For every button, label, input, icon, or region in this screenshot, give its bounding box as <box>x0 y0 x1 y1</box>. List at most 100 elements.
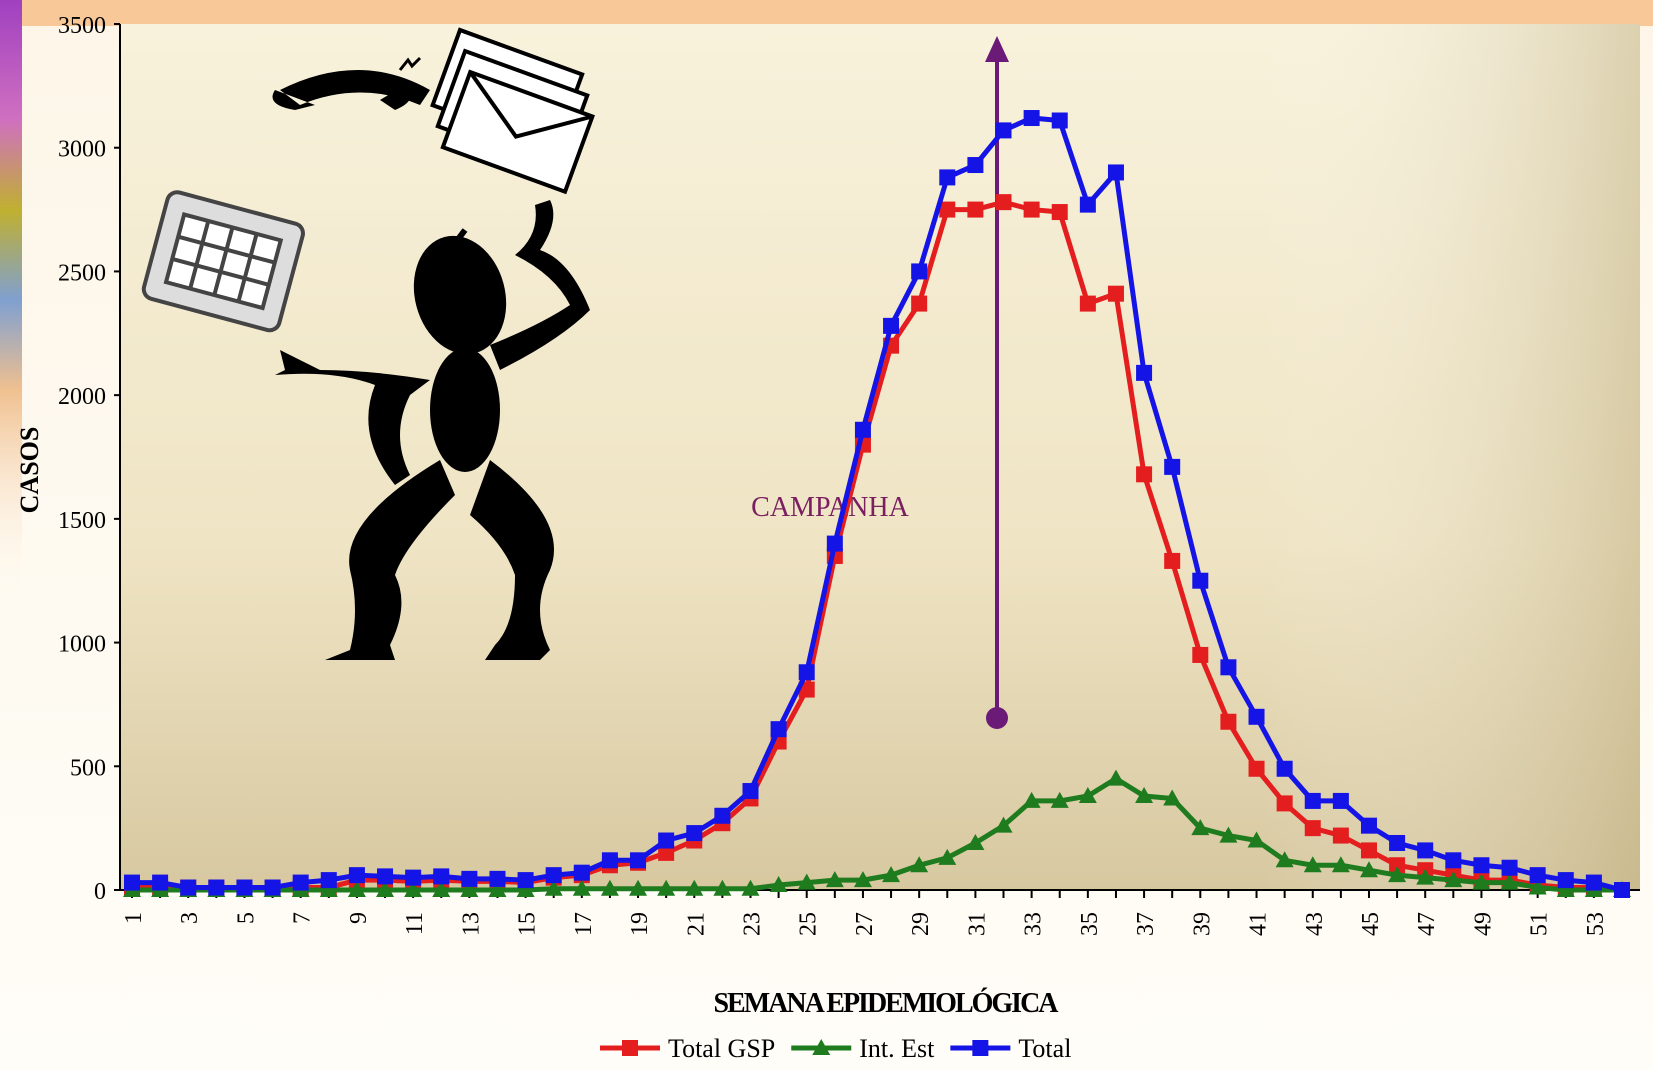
marker <box>1614 882 1630 898</box>
marker <box>1530 867 1546 883</box>
x-tick-label: 1 <box>121 912 147 924</box>
y-tick-label: 3500 <box>58 13 106 39</box>
marker <box>911 263 927 279</box>
marker <box>1586 875 1602 891</box>
legend-label: Int. Est <box>859 1034 935 1063</box>
marker <box>1164 459 1180 475</box>
marker <box>939 169 955 185</box>
marker <box>1136 466 1152 482</box>
marker <box>686 825 702 841</box>
marker <box>630 852 646 868</box>
y-tick-label: 0 <box>94 879 106 905</box>
x-tick-label: 29 <box>908 912 934 936</box>
marker <box>293 875 309 891</box>
marker <box>996 122 1012 138</box>
marker <box>152 875 168 891</box>
marker <box>1249 709 1265 725</box>
marker <box>461 871 477 887</box>
x-tick-label: 5 <box>233 912 259 924</box>
x-tick-label: 11 <box>402 912 428 935</box>
legend-label: Total GSP <box>668 1034 775 1063</box>
marker <box>658 833 674 849</box>
marker <box>405 870 421 886</box>
x-tick-label: 53 <box>1583 912 1609 936</box>
marker <box>1080 296 1096 312</box>
chart: CAMPANHA CASOS SEMANA EPIDEMIOLÓGICA 0 50… <box>0 0 1653 1070</box>
x-tick-label: 13 <box>458 912 484 936</box>
marker <box>1024 110 1040 126</box>
marker <box>1305 820 1321 836</box>
marker <box>321 872 337 888</box>
marker <box>1220 714 1236 730</box>
x-tick-label: 25 <box>796 912 822 936</box>
y-axis-label: CASOS <box>15 427 44 514</box>
x-tick-label: 51 <box>1527 912 1553 936</box>
x-tick-label: 17 <box>571 912 597 936</box>
marker <box>1473 857 1489 873</box>
marker <box>1136 365 1152 381</box>
y-tick-label: 2000 <box>58 384 106 410</box>
marker <box>489 871 505 887</box>
marker <box>1108 164 1124 180</box>
marker <box>546 867 562 883</box>
x-tick-label: 23 <box>739 912 765 936</box>
x-tick-label: 7 <box>290 912 316 924</box>
x-tick-label: 35 <box>1077 912 1103 936</box>
marker <box>1445 852 1461 868</box>
x-tick-label: 47 <box>1414 912 1440 936</box>
x-axis-label: SEMANA EPIDEMIOLÓGICA <box>713 988 1059 1019</box>
x-tick-label: 41 <box>1246 912 1272 936</box>
x-tick-label: 21 <box>683 912 709 936</box>
marker <box>1220 659 1236 675</box>
marker <box>349 867 365 883</box>
marker <box>518 872 534 888</box>
marker <box>1333 793 1349 809</box>
marker <box>1052 204 1068 220</box>
marker <box>883 318 899 334</box>
marker <box>714 808 730 824</box>
marker <box>124 875 140 891</box>
marker <box>1277 795 1293 811</box>
marker <box>1558 872 1574 888</box>
marker <box>742 783 758 799</box>
marker <box>1249 761 1265 777</box>
annotation: CAMPANHA <box>751 492 909 523</box>
x-tick-label: 9 <box>346 912 372 924</box>
y-tick-label: 2500 <box>58 260 106 286</box>
x-tick-label: 27 <box>852 912 878 936</box>
marker <box>574 865 590 881</box>
marker <box>1277 761 1293 777</box>
marker <box>799 664 815 680</box>
marker <box>972 1040 988 1056</box>
marker <box>1333 828 1349 844</box>
marker <box>967 157 983 173</box>
marker <box>433 868 449 884</box>
marker <box>1164 553 1180 569</box>
x-tick-label: 39 <box>1189 912 1215 936</box>
marker <box>1192 647 1208 663</box>
marker <box>1305 793 1321 809</box>
y-tick-label: 500 <box>70 755 106 781</box>
marker <box>1417 842 1433 858</box>
marker <box>996 194 1012 210</box>
x-tick-label: 43 <box>1302 912 1328 936</box>
x-tick-label: 49 <box>1470 912 1496 936</box>
x-tick-label: 31 <box>964 912 990 936</box>
marker <box>771 721 787 737</box>
x-tick-label: 33 <box>1021 912 1047 936</box>
marker <box>377 868 393 884</box>
marker <box>1502 860 1518 876</box>
marker <box>1052 112 1068 128</box>
marker <box>1192 573 1208 589</box>
marker <box>1361 818 1377 834</box>
x-tick-label: 15 <box>515 912 541 936</box>
marker <box>602 852 618 868</box>
marker <box>622 1040 638 1056</box>
marker <box>855 422 871 438</box>
marker <box>1361 842 1377 858</box>
marker <box>236 880 252 896</box>
marker <box>208 880 224 896</box>
x-tick-label: 37 <box>1133 912 1159 936</box>
marker <box>265 880 281 896</box>
marker <box>1080 197 1096 213</box>
